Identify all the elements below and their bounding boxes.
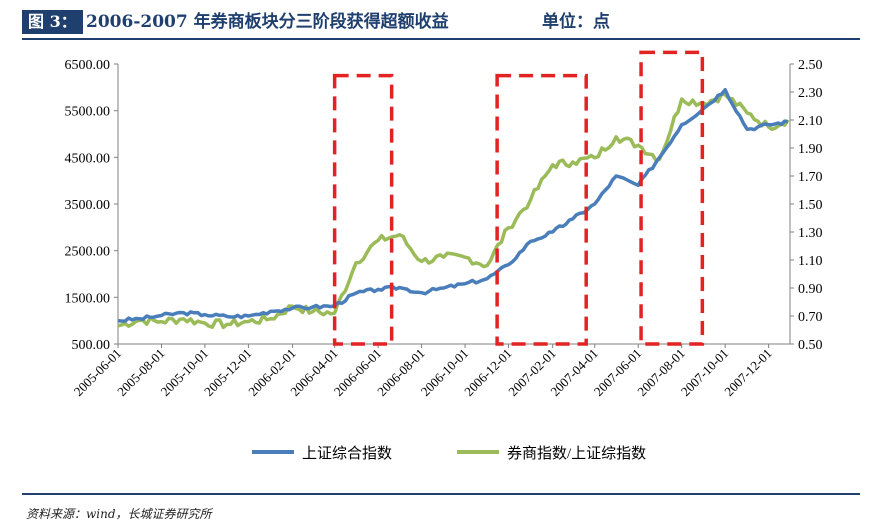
right-y-tick-label: 0.50 <box>798 338 823 353</box>
right-y-tick-label: 2.10 <box>798 114 823 129</box>
legend-label: 上证综合指数 <box>302 445 392 462</box>
figure-title-bar: 图 3： 2006-2007 年券商板块分三阶段获得超额收益 单位：点 <box>22 8 860 40</box>
right-y-tick-label: 0.90 <box>798 282 823 297</box>
right-y-tick-label: 2.50 <box>798 58 823 73</box>
right-y-tick-label: 2.30 <box>798 86 823 101</box>
highlight-box-stage-3 <box>639 50 705 346</box>
right-y-tick-label: 1.70 <box>798 170 823 185</box>
left-y-tick-label: 1500.00 <box>65 291 111 306</box>
left-y-tick-label: 2500.00 <box>65 245 111 260</box>
right-y-tick-label: 1.90 <box>798 142 823 157</box>
highlight-box-stage-1 <box>332 73 394 346</box>
right-y-tick-label: 1.10 <box>798 254 823 269</box>
line-chart: 500.00 1500.00 2500.00 3500.00 4500.00 5500.0… <box>65 50 823 462</box>
left-y-tick-label: 6500.00 <box>65 58 111 73</box>
highlight-box-stage-2 <box>495 73 588 346</box>
source-note: 资料来源：wind，长城证券研究所 <box>26 507 212 521</box>
right-y-tick-label: 1.50 <box>798 198 823 213</box>
x-tick-label: 2007-12-01 <box>721 346 775 400</box>
bottom-divider <box>22 493 860 495</box>
right-y-tick-label: 1.30 <box>798 226 823 241</box>
left-y-tick-label: 5500.00 <box>65 105 111 120</box>
figure-title: 2006-2007 年券商板块分三阶段获得超额收益 <box>86 12 449 32</box>
left-y-tick-label: 4500.00 <box>65 151 111 166</box>
figure-number: 图 3： <box>22 10 83 34</box>
chart-area: 500.00 1500.00 2500.00 3500.00 4500.00 5500.0… <box>0 40 890 480</box>
right-y-tick-label: 0.70 <box>798 310 823 325</box>
unit-label: 单位：点 <box>542 12 610 32</box>
series-line-broker-ratio <box>117 92 790 330</box>
left-y-tick-label: 500.00 <box>72 338 111 353</box>
legend-label: 券商指数/上证综指数 <box>507 445 646 462</box>
series-line-sse-composite <box>117 87 789 323</box>
left-y-tick-label: 3500.00 <box>65 198 111 213</box>
